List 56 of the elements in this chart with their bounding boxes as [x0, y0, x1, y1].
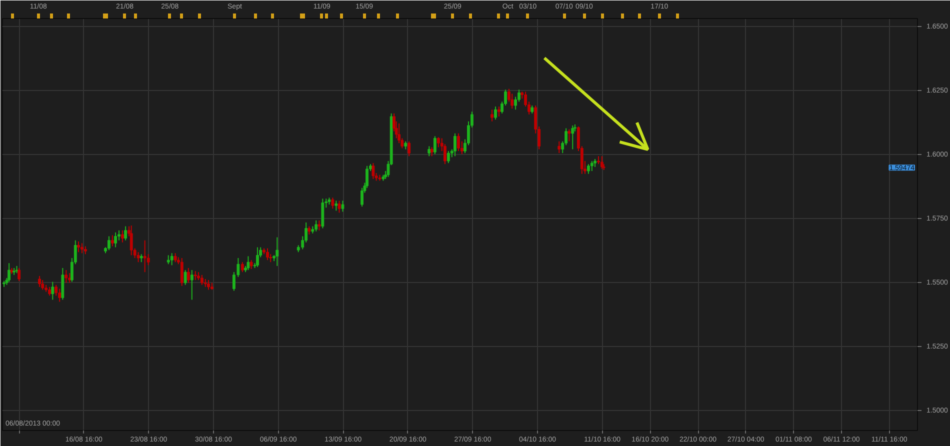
candlestick [124, 226, 128, 241]
candlestick [510, 93, 514, 110]
candlestick [568, 128, 571, 142]
candlestick [80, 242, 84, 254]
candlestick [446, 150, 450, 164]
candlestick [433, 136, 436, 155]
candlestick [143, 240, 146, 273]
candlestick [200, 274, 204, 286]
candlestick [276, 236, 279, 266]
candlestick [114, 232, 117, 248]
candlestick [240, 262, 244, 273]
candlestick [398, 122, 401, 144]
candlestick [408, 140, 411, 157]
candlestick [18, 268, 21, 282]
candlestick [497, 106, 500, 118]
candlestick [341, 200, 344, 212]
candlestick [41, 280, 44, 290]
candlestick [590, 160, 594, 172]
candlestick [38, 275, 41, 288]
candlestick [61, 268, 64, 300]
candlestick [314, 220, 318, 232]
candlestick [58, 288, 62, 302]
candlestick [170, 252, 174, 266]
candlestick [51, 281, 54, 300]
candlestick [184, 270, 187, 286]
candlestick [490, 109, 494, 122]
candlestick [334, 200, 338, 212]
candlestick [360, 187, 364, 208]
candlestick [136, 252, 140, 263]
candlestick [186, 268, 190, 284]
candlestick [256, 246, 259, 268]
candlestick [436, 136, 440, 148]
candlestick [110, 234, 114, 247]
candlestick [207, 280, 210, 290]
candlestick [586, 164, 590, 174]
candlestick [108, 236, 110, 251]
candlestick [331, 197, 334, 210]
candlestick [558, 140, 561, 154]
candlestick [321, 198, 324, 229]
candlestick [266, 248, 269, 261]
candlestick [494, 106, 497, 120]
candlestick [338, 200, 341, 214]
candlestick [246, 256, 250, 271]
candlestick [68, 272, 72, 284]
candlestick [372, 162, 375, 180]
candlestick [456, 132, 460, 152]
candlestick [318, 220, 321, 231]
candlestick [64, 270, 68, 284]
candlestick [180, 258, 184, 286]
candlestick [428, 146, 431, 157]
candlestick [190, 270, 194, 300]
candlestick [8, 262, 11, 282]
candlestick [77, 240, 80, 253]
candlestick [121, 230, 124, 243]
candlestick [130, 225, 133, 256]
candlestick [454, 132, 456, 157]
